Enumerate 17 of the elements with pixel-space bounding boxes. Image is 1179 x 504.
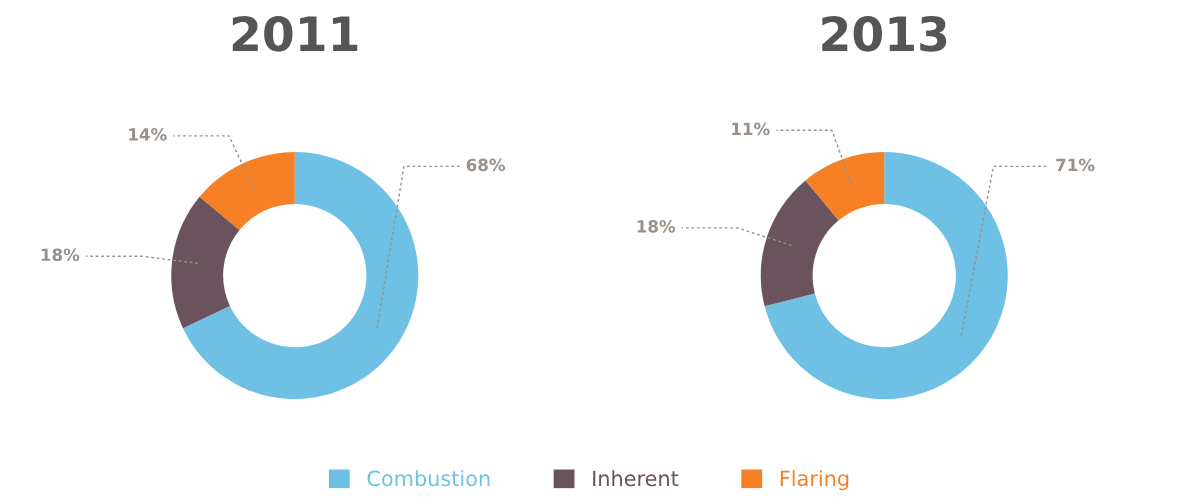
data-label: 68% [466, 158, 506, 172]
data-label: 11% [732, 122, 770, 136]
donut-slice [760, 180, 839, 307]
legend-label: Flaring [780, 470, 849, 491]
data-label: 18% [637, 220, 676, 233]
legend-label: Combustion [367, 470, 490, 487]
donut-slice [764, 152, 1008, 400]
data-label: 71% [1056, 158, 1095, 172]
donut-slice [182, 152, 419, 400]
donut-slice [199, 152, 295, 230]
chart-title: 2013 [822, 15, 947, 52]
donut-slice [171, 196, 240, 329]
donut-slice [805, 152, 885, 221]
data-label: 14% [129, 128, 167, 141]
legend-label: Inherent [593, 470, 679, 487]
chart-title: 2011 [232, 15, 358, 52]
data-label: 18% [41, 248, 80, 262]
